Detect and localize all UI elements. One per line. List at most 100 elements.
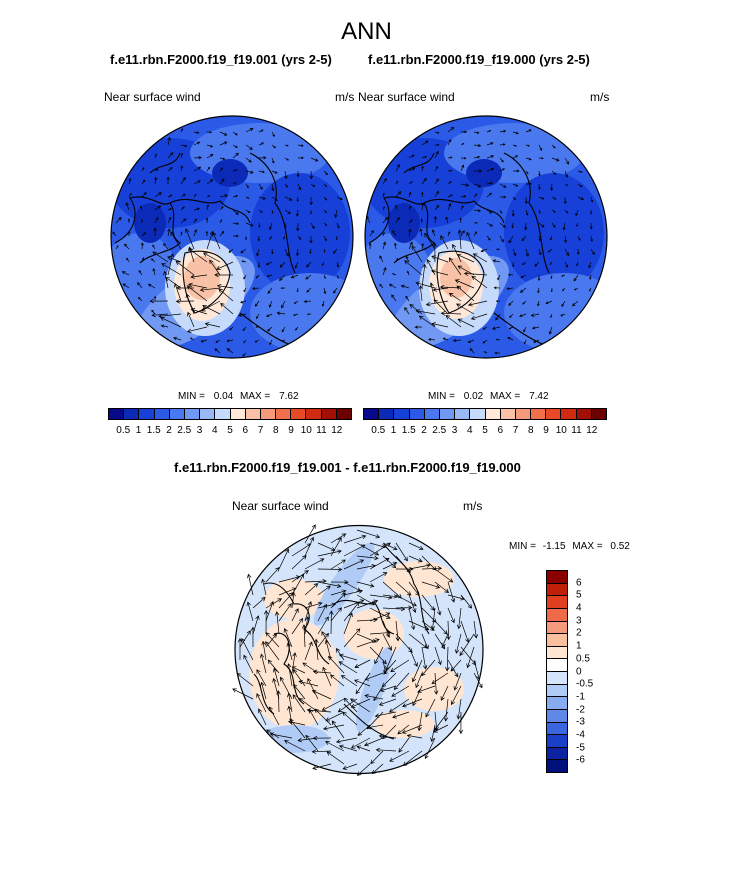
wind-vector [447, 181, 452, 185]
panel-2-case-label: f.e11.rbn.F2000.f19_f19.000 (yrs 2-5) [368, 52, 590, 67]
wind-vector [176, 285, 195, 291]
wind-vector [322, 724, 345, 731]
diff-min-value: -1.15 [542, 541, 566, 552]
panel-1-colorbar-tick-label: 6 [242, 425, 249, 436]
wind-vector [323, 183, 328, 187]
wind-vector [408, 646, 418, 667]
wind-vector [589, 222, 593, 230]
wind-vector [466, 646, 475, 669]
wind-vector [166, 176, 170, 185]
wind-vector [312, 763, 332, 770]
wind-vector [411, 659, 423, 683]
wind-vector [364, 737, 384, 747]
wind-vector [588, 261, 592, 269]
wind-vector [434, 568, 454, 583]
wind-vector [261, 578, 267, 596]
wind-vector [415, 309, 436, 315]
wind-vector [564, 157, 570, 165]
wind-vector [267, 287, 273, 294]
wind-vector [254, 300, 260, 307]
wind-vector [187, 311, 195, 328]
wind-vector [379, 255, 384, 263]
wind-vector [305, 734, 319, 752]
wind-vector [330, 537, 342, 557]
wind-vector [304, 601, 313, 622]
wind-vector [237, 313, 247, 317]
wind-vector [473, 183, 482, 188]
wind-vector [370, 750, 384, 765]
wind-vector [525, 129, 532, 133]
wind-vector [395, 180, 399, 185]
wind-vector [167, 194, 173, 198]
panel-2-variable-label: Near surface wind [358, 90, 455, 104]
panel-1-colorbar-tick-label: 2.5 [177, 425, 192, 436]
wind-vector [309, 196, 313, 206]
wind-vector [508, 235, 514, 244]
wind-vector [564, 209, 569, 214]
wind-vector [180, 231, 183, 237]
wind-vector [265, 632, 280, 648]
wind-vector [447, 203, 452, 211]
wind-vector [538, 144, 543, 152]
wind-vector [241, 637, 254, 661]
wind-vector [343, 534, 367, 544]
wind-vector [301, 624, 307, 648]
wind-vector [286, 663, 293, 687]
wind-vector [269, 222, 273, 231]
wind-vector [395, 163, 400, 172]
wind-vector [266, 313, 273, 317]
wind-vector [291, 608, 299, 622]
wind-vector [576, 248, 580, 255]
wind-vector [152, 251, 169, 263]
diff-colorbar-swatch [547, 608, 567, 622]
wind-vector [434, 620, 448, 635]
wind-vector [382, 192, 385, 198]
wind-vector [525, 248, 530, 257]
wind-vector [460, 157, 467, 160]
wind-vector [326, 751, 345, 765]
wind-vector [538, 248, 542, 256]
wind-vector [286, 642, 293, 661]
wind-vector [154, 217, 159, 224]
wind-vector [383, 659, 397, 675]
wind-vector [469, 348, 475, 354]
wind-vector [330, 589, 347, 596]
wind-vector [206, 195, 211, 198]
panel-2-max-label: MAX = [489, 391, 521, 402]
wind-vector [421, 202, 425, 211]
diff-colorbar-swatch [547, 735, 567, 748]
wind-vector [460, 195, 467, 198]
wind-vector [312, 669, 332, 675]
wind-vector [242, 326, 247, 332]
wind-vector [442, 337, 449, 341]
wind-vector [473, 209, 482, 213]
panel-1-colorbar-tick-label: 11 [316, 425, 327, 436]
panel-1-colorbar-tick-label: 3 [196, 425, 203, 436]
wind-vector [492, 259, 501, 263]
wind-vector [258, 209, 263, 213]
wind-vector [243, 339, 247, 344]
wind-vector [284, 222, 287, 229]
wind-vector [243, 274, 247, 280]
wind-vector [167, 152, 174, 159]
wind-vector [457, 265, 475, 276]
wind-vector [486, 181, 494, 185]
wind-vector [576, 261, 579, 267]
wind-vector [486, 167, 495, 172]
wind-vector [278, 548, 290, 570]
wind-vector [245, 170, 254, 174]
panel-2-colorbar-swatch [591, 409, 606, 419]
wind-vector [382, 241, 387, 250]
wind-vector [291, 555, 307, 570]
wind-vector [421, 155, 428, 159]
wind-vector [382, 231, 385, 237]
wind-vector [499, 235, 504, 243]
wind-vector [419, 228, 423, 237]
wind-vector [499, 195, 507, 199]
wind-vector [379, 283, 384, 289]
wind-vector [395, 542, 408, 562]
wind-vector [141, 179, 146, 185]
wind-vector [193, 166, 202, 172]
wind-vector [167, 208, 172, 211]
wind-vector [333, 287, 338, 294]
